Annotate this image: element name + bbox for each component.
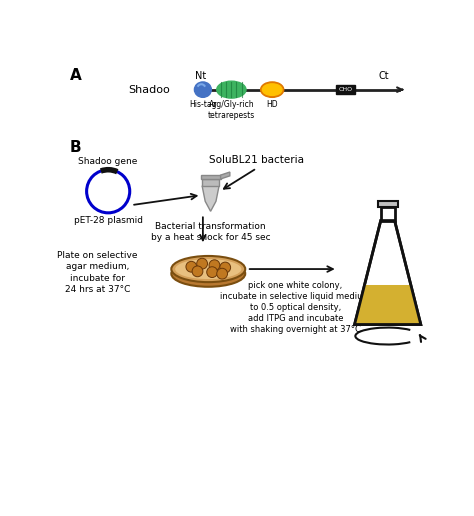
Text: Shadoo: Shadoo <box>128 85 170 94</box>
FancyBboxPatch shape <box>201 175 220 179</box>
Circle shape <box>207 267 218 278</box>
Text: B: B <box>70 140 82 155</box>
Ellipse shape <box>217 81 246 98</box>
Text: HD: HD <box>266 101 278 109</box>
Polygon shape <box>355 285 421 325</box>
Text: CHO: CHO <box>338 87 352 92</box>
Text: His-tag: His-tag <box>189 101 217 109</box>
Text: pick one white colony,
incubate in selective liquid medium
to 0.5 optical densit: pick one white colony, incubate in selec… <box>220 281 371 334</box>
Circle shape <box>209 260 220 270</box>
FancyBboxPatch shape <box>378 201 398 207</box>
Text: Arg/Gly-rich
tetrarepests: Arg/Gly-rich tetrarepests <box>208 101 255 120</box>
Text: Bacterial transformation
by a heat shock for 45 sec: Bacterial transformation by a heat shock… <box>151 222 270 242</box>
Text: Shadoo gene: Shadoo gene <box>79 157 138 166</box>
Circle shape <box>186 261 197 272</box>
Polygon shape <box>202 186 219 211</box>
Polygon shape <box>220 172 230 179</box>
Ellipse shape <box>175 259 241 279</box>
Ellipse shape <box>261 82 284 98</box>
Ellipse shape <box>263 84 282 95</box>
Circle shape <box>87 170 130 213</box>
FancyBboxPatch shape <box>381 207 395 220</box>
Text: Plate on selective
agar medium,
incubate for
24 hrs at 37°C: Plate on selective agar medium, incubate… <box>57 251 137 294</box>
Text: SoluBL21 bacteria: SoluBL21 bacteria <box>210 155 304 165</box>
Text: Nt: Nt <box>195 71 206 81</box>
Circle shape <box>192 266 203 277</box>
Text: A: A <box>70 68 82 83</box>
Ellipse shape <box>171 261 245 287</box>
Text: Ct: Ct <box>379 71 389 81</box>
Circle shape <box>197 259 208 269</box>
Ellipse shape <box>171 256 245 282</box>
FancyBboxPatch shape <box>336 86 355 94</box>
Text: pET-28 plasmid: pET-28 plasmid <box>73 216 143 225</box>
Ellipse shape <box>194 82 211 98</box>
FancyBboxPatch shape <box>202 179 219 186</box>
Circle shape <box>217 268 228 279</box>
Polygon shape <box>355 220 421 325</box>
Circle shape <box>220 262 231 273</box>
